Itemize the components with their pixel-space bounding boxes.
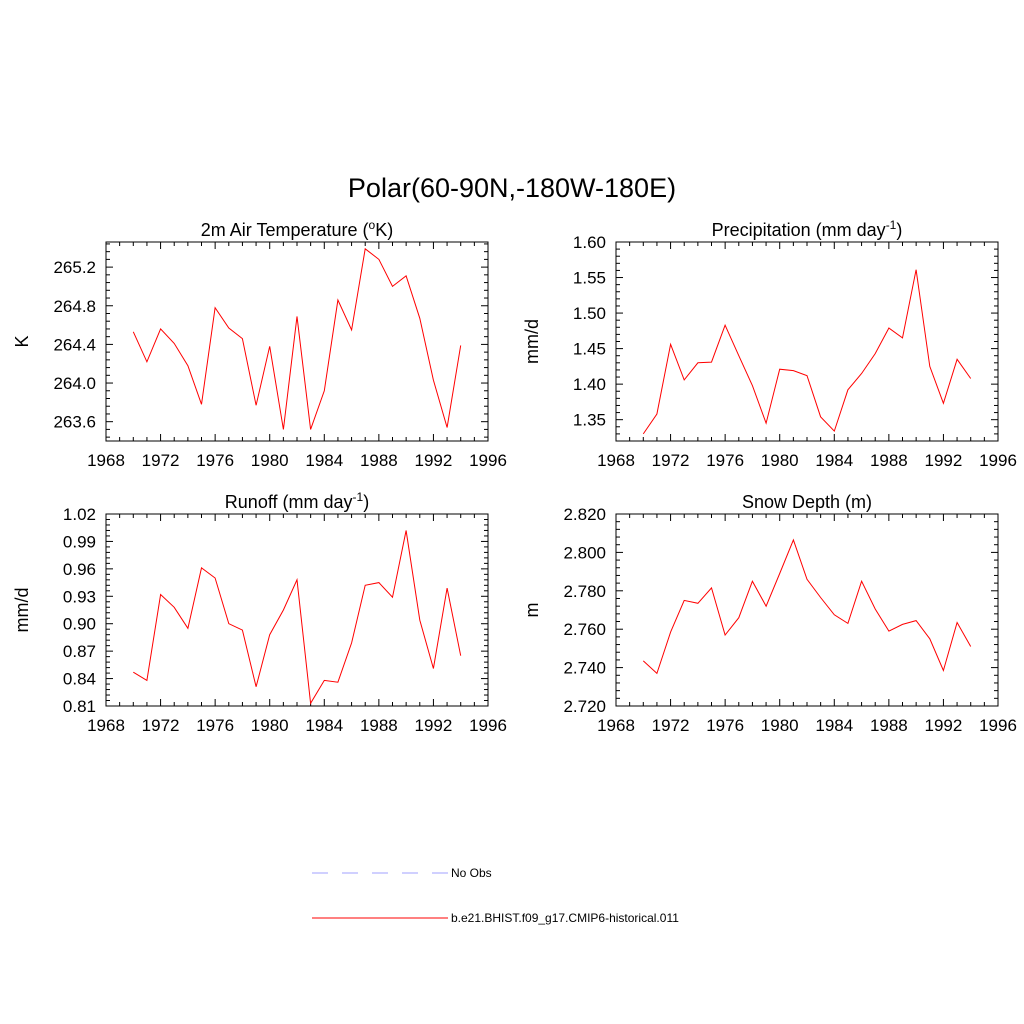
y-tick-label: 1.35 (573, 411, 606, 430)
y-tick-label: 1.60 (573, 233, 606, 252)
y-tick-label: 1.40 (573, 375, 606, 394)
y-tick-label: 263.6 (53, 413, 96, 432)
y-tick-label: 2.780 (563, 582, 606, 601)
y-axis-label: m (522, 603, 542, 618)
y-axis-label: K (12, 335, 32, 347)
y-tick-label: 2.800 (563, 543, 606, 562)
legend-item-model: b.e21.BHIST.f09_g17.CMIP6-historical.011 (312, 911, 679, 925)
panel-snow-depth: 1968 1972 1976 1980 1984 1988 1992 1996 2.720 2.7… (522, 492, 1017, 735)
series-line-snow-depth (642, 538, 972, 675)
x-tick-label: 1980 (251, 451, 289, 470)
panel-air-temperature: 1968 1972 1976 1980 1984 1988 1992 1996 263.6 264… (12, 218, 507, 470)
y-tick-label: 0.93 (63, 587, 96, 606)
panel-title-precipitation: Precipitation (mm day-1) (712, 218, 903, 240)
x-tick-label: 1976 (706, 716, 744, 735)
x-tick-label: 1968 (87, 451, 125, 470)
x-tick-label: 1988 (360, 716, 398, 735)
panel-title-runoff: Runoff (mm day-1) (225, 490, 369, 512)
panel-title-air-temperature: 2m Air Temperature (oK) (201, 218, 393, 240)
x-tick-label: 1984 (305, 451, 343, 470)
panel-title-snow-depth: Snow Depth (m) (742, 492, 872, 512)
x-tick-label: 1968 (87, 716, 125, 735)
legend-item-obs: No Obs (312, 866, 492, 880)
x-tick-label: 1980 (251, 716, 289, 735)
x-tick-label: 1996 (979, 451, 1017, 470)
y-tick-label: 0.90 (63, 615, 96, 634)
series-line-precipitation (642, 269, 972, 435)
y-tick-label: 264.4 (53, 335, 96, 354)
x-tick-label: 1976 (706, 451, 744, 470)
y-tick-label: 2.720 (563, 697, 606, 716)
plot-frame (105, 241, 489, 442)
legend-label-model: b.e21.BHIST.f09_g17.CMIP6-historical.011 (451, 911, 679, 925)
y-tick-label: 1.02 (63, 505, 96, 524)
y-tick-label: 0.96 (63, 560, 96, 579)
x-tick-label: 1992 (415, 451, 453, 470)
x-tick-label: 1996 (469, 451, 507, 470)
panel-runoff: 1968 1972 1976 1980 1984 1988 1992 1996 0.81 0.84… (12, 490, 507, 735)
x-tick-label: 1988 (360, 451, 398, 470)
y-tick-label: 0.84 (63, 670, 96, 689)
plot-frame (615, 513, 999, 707)
plot-frame (615, 241, 999, 442)
x-tick-label: 1984 (305, 716, 343, 735)
x-tick-label: 1980 (761, 716, 799, 735)
x-tick-label: 1992 (925, 451, 963, 470)
y-tick-label: 265.2 (53, 258, 96, 277)
x-tick-label: 1972 (142, 451, 180, 470)
y-tick-label: 2.760 (563, 620, 606, 639)
x-tick-label: 1996 (469, 716, 507, 735)
x-tick-label: 1972 (652, 451, 690, 470)
legend: No Obs b.e21.BHIST.f09_g17.CMIP6-histori… (312, 866, 679, 925)
y-axis-label: mm/d (522, 319, 542, 364)
x-tick-label: 1976 (196, 716, 234, 735)
y-tick-label: 1.50 (573, 304, 606, 323)
y-tick-label: 1.55 (573, 269, 606, 288)
figure-title: Polar(60-90N,-180W-180E) (348, 173, 676, 203)
x-tick-label: 1980 (761, 451, 799, 470)
y-tick-label: 2.740 (563, 659, 606, 678)
x-tick-label: 1988 (870, 716, 908, 735)
y-tick-label: 0.87 (63, 642, 96, 661)
plot-frame (105, 513, 489, 707)
x-tick-label: 1984 (815, 716, 853, 735)
y-axis-label: mm/d (12, 588, 32, 633)
x-tick-label: 1968 (597, 716, 635, 735)
y-tick-label: 0.99 (63, 532, 96, 551)
x-tick-label: 1992 (925, 716, 963, 735)
series-line-runoff (133, 530, 462, 705)
y-tick-label: 1.45 (573, 340, 606, 359)
x-tick-label: 1968 (597, 451, 635, 470)
panels: 1968 1972 1976 1980 1984 1988 1992 1996 263.6 264… (12, 218, 1017, 735)
x-tick-label: 1972 (652, 716, 690, 735)
x-tick-label: 1972 (142, 716, 180, 735)
legend-label-obs: No Obs (451, 866, 492, 880)
x-tick-label: 1988 (870, 451, 908, 470)
y-tick-label: 264.8 (53, 297, 96, 316)
x-tick-label: 1984 (815, 451, 853, 470)
y-tick-label: 2.820 (563, 505, 606, 524)
series-line-air-temperature (132, 247, 462, 430)
x-tick-label: 1992 (415, 716, 453, 735)
y-tick-label: 264.0 (53, 374, 96, 393)
panel-precipitation: 1968 1972 1976 1980 1984 1988 1992 1996 1.35 1.40… (522, 218, 1017, 470)
y-tick-label: 0.81 (63, 697, 96, 716)
x-tick-label: 1996 (979, 716, 1017, 735)
x-tick-label: 1976 (196, 451, 234, 470)
